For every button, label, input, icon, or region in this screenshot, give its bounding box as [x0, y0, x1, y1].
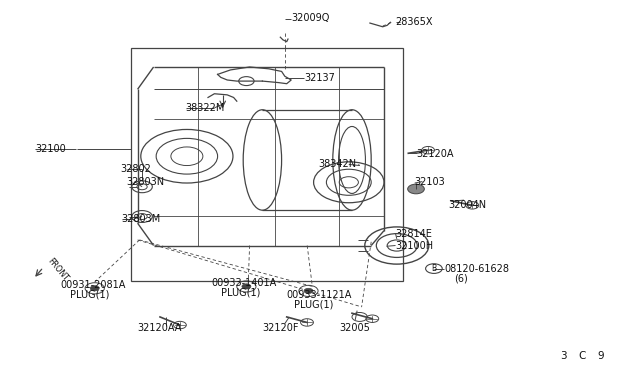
Text: 32103: 32103 — [415, 177, 445, 187]
Bar — [131, 48, 403, 281]
Text: 32120AA: 32120AA — [138, 323, 182, 333]
Text: C: C — [579, 352, 586, 361]
Circle shape — [304, 288, 313, 294]
Text: B: B — [431, 264, 436, 273]
Text: 32005: 32005 — [339, 323, 370, 333]
Text: 00933-1401A: 00933-1401A — [211, 278, 276, 288]
Text: 32100: 32100 — [35, 144, 66, 154]
Text: PLUG(1): PLUG(1) — [70, 290, 110, 299]
Text: 32803M: 32803M — [122, 214, 161, 224]
Text: 08120-61628: 08120-61628 — [445, 264, 510, 273]
Text: 32100H: 32100H — [396, 241, 434, 251]
Text: 32004N: 32004N — [448, 200, 486, 209]
Text: 38322M: 38322M — [186, 103, 225, 113]
Text: 00933-1121A: 00933-1121A — [287, 290, 352, 299]
Text: 3: 3 — [560, 352, 566, 361]
Text: 32120F: 32120F — [262, 323, 299, 333]
Circle shape — [408, 184, 424, 194]
Text: 32814E: 32814E — [396, 229, 433, 238]
Text: 9: 9 — [597, 352, 604, 361]
Text: 32802: 32802 — [120, 164, 151, 174]
Circle shape — [90, 286, 99, 291]
Text: 28365X: 28365X — [396, 17, 433, 27]
Text: 38342N: 38342N — [319, 160, 357, 169]
Text: 32009Q: 32009Q — [291, 13, 330, 23]
Text: PLUG(1): PLUG(1) — [221, 288, 260, 298]
Text: (6): (6) — [454, 273, 468, 283]
Text: 00931-2081A: 00931-2081A — [61, 280, 126, 289]
Circle shape — [242, 284, 251, 289]
Text: FRONT: FRONT — [46, 256, 70, 283]
Text: 32137: 32137 — [304, 73, 335, 83]
Text: PLUG(1): PLUG(1) — [294, 300, 334, 310]
Text: 32120A: 32120A — [416, 150, 454, 159]
Text: 32803N: 32803N — [127, 177, 165, 186]
